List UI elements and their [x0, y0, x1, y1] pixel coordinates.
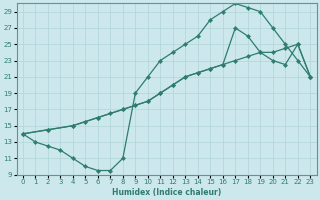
X-axis label: Humidex (Indice chaleur): Humidex (Indice chaleur): [112, 188, 221, 197]
